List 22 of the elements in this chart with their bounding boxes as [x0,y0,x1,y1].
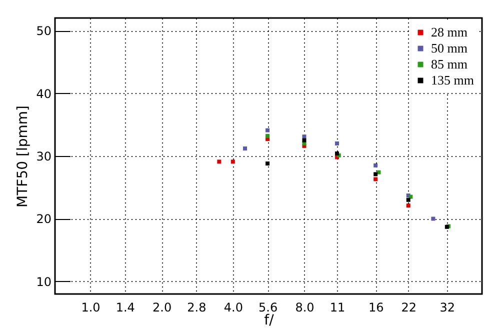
x-tick-label: 5.6 [258,300,278,314]
x-tick-label: 16 [368,300,384,314]
y-tick-label: 10 [36,274,52,289]
y-tick-label: 50 [36,24,52,38]
legend-label: 28 mm [431,24,468,40]
legend-label: 135 mm [431,72,474,88]
x-tick-label: 4.0 [224,300,243,314]
x-axis-title: f/ [264,312,274,328]
y-tick-label: 20 [36,212,52,226]
x-tick-label: 1.0 [81,300,100,314]
y-tick-label: 40 [36,86,52,101]
x-tick-label: 8.0 [295,300,314,314]
y-tick-label: 30 [36,150,52,164]
x-tick-label: 2.0 [152,300,172,314]
x-tick-label: 22 [401,300,416,314]
x-tick-label: 1.4 [116,300,135,314]
x-tick-label: 11 [330,300,346,314]
legend-label: 50 mm [431,40,468,56]
legend-label: 85 mm [431,56,468,72]
y-axis-title: MTF50 [lpmm] [15,106,32,208]
x-tick-label: 2.8 [187,300,206,314]
x-tick-label: 32 [440,300,456,314]
